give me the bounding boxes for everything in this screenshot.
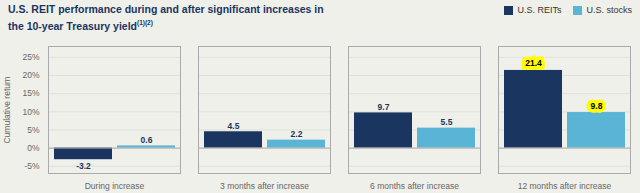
svg-text:2.2: 2.2	[291, 129, 303, 139]
svg-text:-5%: -5%	[24, 161, 40, 171]
svg-text:6 months after increase: 6 months after increase	[370, 181, 459, 191]
svg-text:12 months after increase: 12 months after increase	[518, 181, 612, 191]
svg-text:21.4: 21.4	[525, 58, 542, 68]
svg-text:0%: 0%	[27, 143, 40, 153]
svg-text:5.5: 5.5	[441, 117, 453, 127]
svg-text:9.8: 9.8	[591, 101, 603, 111]
svg-text:9.7: 9.7	[378, 102, 390, 112]
svg-text:4.5: 4.5	[228, 121, 240, 131]
svg-text:20%: 20%	[22, 70, 39, 80]
svg-text:0.6: 0.6	[141, 135, 153, 145]
svg-text:15%: 15%	[22, 88, 39, 98]
html-text:U.S. REIT performance during a: U.S. REIT performance during and after s…	[8, 3, 324, 32]
svg-text:10%: 10%	[22, 107, 39, 117]
html-text:U.S. stocks: U.S. stocks	[586, 5, 632, 15]
svg-text:5%: 5%	[27, 125, 40, 135]
svg-text:25%: 25%	[22, 52, 39, 62]
svg-text:-3.2: -3.2	[76, 161, 91, 171]
svg-text:During increase: During increase	[85, 181, 145, 191]
svg-text:Cumulative return: Cumulative return	[2, 76, 12, 143]
html-text:U.S. REITs: U.S. REITs	[517, 5, 562, 15]
svg-text:3 months after increase: 3 months after increase	[220, 181, 309, 191]
